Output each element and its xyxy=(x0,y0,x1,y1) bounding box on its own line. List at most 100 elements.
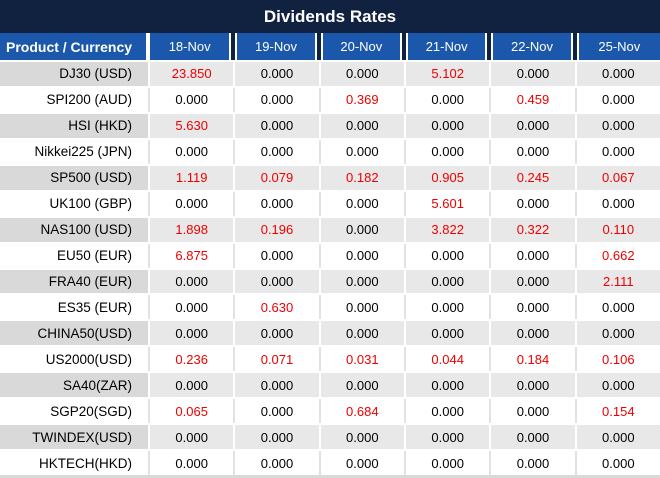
dividend-value-cell: 0.000 xyxy=(233,321,319,346)
column-header-date: 21-Nov xyxy=(406,33,488,60)
dividend-value-cell: 0.000 xyxy=(489,139,575,164)
product-currency-cell: UK100 (GBP) xyxy=(0,191,148,216)
table-row: SPI200 (AUD) 0.000 0.000 0.369 0.000 0.459 0.0… xyxy=(0,87,660,114)
column-header-date: 22-Nov xyxy=(491,33,573,60)
dividend-value-cell: 0.662 xyxy=(574,243,660,268)
table-row: EU50 (EUR) 6.875 0.000 0.000 0.000 0.000 0.662 xyxy=(0,243,660,270)
dividend-value-cell: 0.905 xyxy=(404,165,490,190)
dividend-value-cell: 0.000 xyxy=(404,399,490,424)
dividend-value-cell: 0.000 xyxy=(489,243,575,268)
dividend-value-cell: 0.000 xyxy=(574,425,660,450)
dividend-value-cell: 0.000 xyxy=(318,191,404,216)
dividend-value-cell: 0.000 xyxy=(489,62,575,86)
product-currency-cell: SGP20(SGD) xyxy=(0,399,148,424)
bottom-edge-strip xyxy=(0,475,660,478)
column-header-product-currency: Product / Currency xyxy=(0,33,148,60)
dividend-value-cell: 0.106 xyxy=(574,347,660,372)
dividend-value-cell: 3.822 xyxy=(404,217,490,242)
table-row: DJ30 (USD) 23.850 0.000 0.000 5.102 0.000 0.00… xyxy=(0,62,660,88)
product-currency-cell: HSI (HKD) xyxy=(0,113,148,138)
dividend-value-cell: 0.000 xyxy=(489,191,575,216)
dividend-value-cell: 0.067 xyxy=(574,165,660,190)
table-row: HSI (HKD) 5.630 0.000 0.000 0.000 0.000 0.000 xyxy=(0,113,660,140)
column-header-date: 18-Nov xyxy=(148,33,232,60)
dividend-value-cell: 0.000 xyxy=(574,451,660,475)
dividend-value-cell: 0.000 xyxy=(404,269,490,294)
product-currency-cell: FRA40 (EUR) xyxy=(0,269,148,294)
dividend-value-cell: 0.000 xyxy=(148,269,234,294)
table-row: SP500 (USD) 1.119 0.079 0.182 0.905 0.245 0.06… xyxy=(0,165,660,192)
dividend-value-cell: 0.065 xyxy=(148,399,234,424)
dividend-value-cell: 0.000 xyxy=(233,62,319,86)
dividend-value-cell: 0.000 xyxy=(233,425,319,450)
column-header-date: 20-Nov xyxy=(320,33,402,60)
dividend-value-cell: 0.000 xyxy=(318,451,404,475)
product-currency-cell: CHINA50(USD) xyxy=(0,321,148,346)
dividend-value-cell: 0.000 xyxy=(233,451,319,475)
dividend-value-cell: 0.000 xyxy=(404,321,490,346)
dividend-value-cell: 0.000 xyxy=(404,295,490,320)
dividend-value-cell: 1.119 xyxy=(148,165,234,190)
dividend-value-cell: 23.850 xyxy=(148,62,234,86)
table-row: NAS100 (USD) 1.898 0.196 0.000 3.822 0.322 0.1… xyxy=(0,217,660,244)
dividend-value-cell: 0.000 xyxy=(404,425,490,450)
dividend-value-cell: 0.000 xyxy=(574,62,660,86)
product-currency-cell: Nikkei225 (JPN) xyxy=(0,139,148,164)
table-row: TWINDEX(USD) 0.000 0.000 0.000 0.000 0.000 0.0… xyxy=(0,425,660,452)
dividend-value-cell: 0.000 xyxy=(233,243,319,268)
dividend-value-cell: 0.322 xyxy=(489,217,575,242)
dividend-value-cell: 0.000 xyxy=(489,321,575,346)
dividend-value-cell: 0.000 xyxy=(318,295,404,320)
dividend-value-cell: 0.000 xyxy=(318,321,404,346)
dividend-value-cell: 0.000 xyxy=(318,139,404,164)
dividend-value-cell: 0.000 xyxy=(489,451,575,475)
dividend-value-cell: 0.000 xyxy=(318,217,404,242)
dividend-value-cell: 0.000 xyxy=(148,321,234,346)
dividend-value-cell: 1.898 xyxy=(148,217,234,242)
table-body: DJ30 (USD) 23.850 0.000 0.000 5.102 0.000 0.00… xyxy=(0,62,660,475)
dividend-value-cell: 0.000 xyxy=(489,269,575,294)
dividend-value-cell: 0.000 xyxy=(148,191,234,216)
dividend-value-cell: 0.184 xyxy=(489,347,575,372)
dividend-value-cell: 0.000 xyxy=(233,87,319,112)
table-row: HKTECH(HKD) 0.000 0.000 0.000 0.000 0.000 0.00… xyxy=(0,451,660,475)
dividend-value-cell: 0.071 xyxy=(233,347,319,372)
dividend-value-cell: 0.000 xyxy=(318,113,404,138)
table-row: SA40(ZAR) 0.000 0.000 0.000 0.000 0.000 0.000 xyxy=(0,373,660,400)
dividend-value-cell: 0.154 xyxy=(574,399,660,424)
table-header-row: Product / Currency 18-Nov 19-Nov 20-Nov 21-… xyxy=(0,33,660,62)
product-currency-cell: SA40(ZAR) xyxy=(0,373,148,398)
dividend-value-cell: 0.031 xyxy=(318,347,404,372)
dividend-value-cell: 5.630 xyxy=(148,113,234,138)
table-row: FRA40 (EUR) 0.000 0.000 0.000 0.000 0.000 2.11… xyxy=(0,269,660,296)
table-row: Nikkei225 (JPN) 0.000 0.000 0.000 0.000 0.000… xyxy=(0,139,660,166)
column-header-date: 25-Nov xyxy=(576,33,660,60)
dividend-value-cell: 0.000 xyxy=(574,295,660,320)
table-row: CHINA50(USD) 0.000 0.000 0.000 0.000 0.000 0.0… xyxy=(0,321,660,348)
product-currency-cell: DJ30 (USD) xyxy=(0,62,148,86)
dividend-value-cell: 0.000 xyxy=(574,191,660,216)
dividend-value-cell: 0.000 xyxy=(318,62,404,86)
dividend-value-cell: 0.245 xyxy=(489,165,575,190)
product-currency-cell: NAS100 (USD) xyxy=(0,217,148,242)
dividend-value-cell: 0.000 xyxy=(318,269,404,294)
dividend-value-cell: 0.000 xyxy=(233,399,319,424)
product-currency-cell: SPI200 (AUD) xyxy=(0,87,148,112)
dividend-value-cell: 0.110 xyxy=(574,217,660,242)
dividend-value-cell: 0.000 xyxy=(233,373,319,398)
dividend-value-cell: 0.000 xyxy=(233,191,319,216)
dividend-value-cell: 0.000 xyxy=(318,425,404,450)
table-row: US2000(USD) 0.236 0.071 0.031 0.044 0.184 0.10… xyxy=(0,347,660,374)
dividend-value-cell: 0.000 xyxy=(148,87,234,112)
dividend-value-cell: 0.000 xyxy=(574,139,660,164)
dividend-value-cell: 0.196 xyxy=(233,217,319,242)
table-row: SGP20(SGD) 0.065 0.000 0.684 0.000 0.000 0.154 xyxy=(0,399,660,426)
product-currency-cell: SP500 (USD) xyxy=(0,165,148,190)
dividend-value-cell: 0.000 xyxy=(489,295,575,320)
dividend-value-cell: 0.630 xyxy=(233,295,319,320)
dividend-value-cell: 0.000 xyxy=(489,425,575,450)
dividend-value-cell: 2.111 xyxy=(574,269,660,294)
dividend-value-cell: 0.000 xyxy=(148,451,234,475)
dividend-value-cell: 5.102 xyxy=(404,62,490,86)
